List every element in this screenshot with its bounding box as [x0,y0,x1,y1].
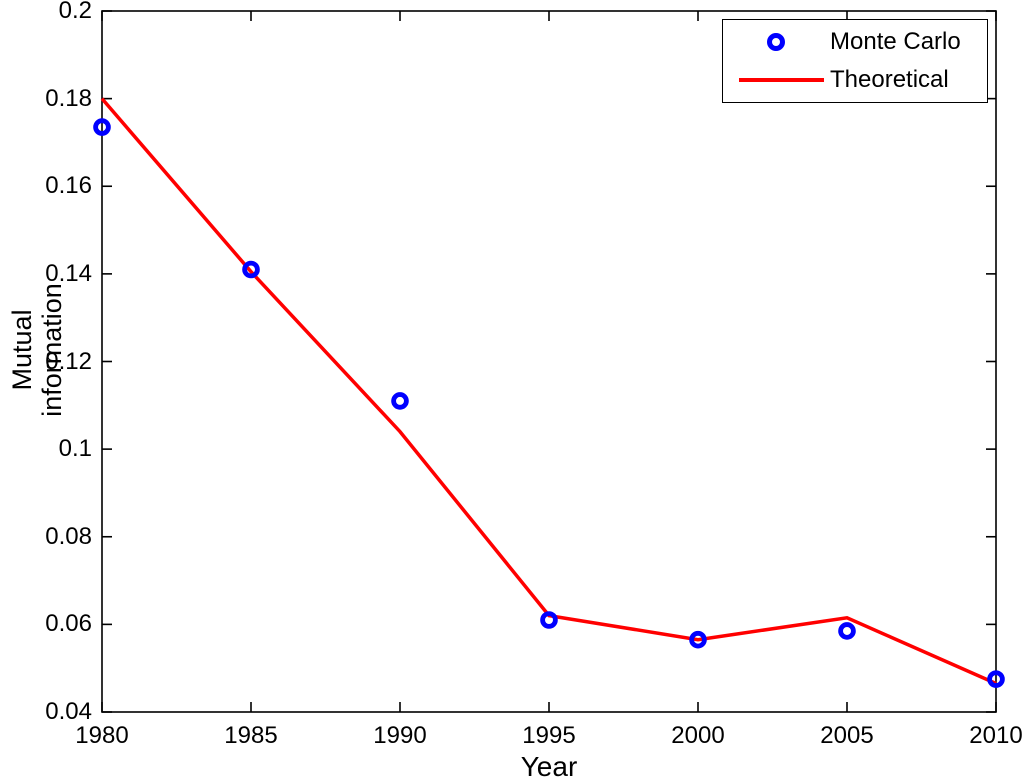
monte-carlo-marker [987,670,1005,688]
monte-carlo-marker [540,611,558,629]
monte-carlo-marker [391,392,409,410]
y-tick-label: 0.06 [45,610,92,638]
y-tick-label: 0.14 [45,259,92,287]
theoretical-line [100,97,997,686]
x-tick-label: 2010 [969,722,1023,749]
monte-carlo-marker [838,622,856,640]
x-tick-label: 1980 [75,722,129,749]
axes-frame [101,10,997,713]
line-marker-icon [739,78,824,82]
circle-marker-icon [767,33,785,51]
x-tick-label: 1995 [522,722,576,749]
legend-label-theoretical: Theoretical [830,66,949,93]
x-tick-label: 2005 [820,722,874,749]
x-tick-label: 1985 [224,722,278,749]
monte-carlo-marker [689,630,707,649]
y-tick-label: 0.2 [58,0,92,24]
x-tick-label: 1990 [373,722,427,749]
x-tick-label: 2000 [671,722,725,749]
monte-carlo-marker [93,118,111,136]
y-tick-label: 0.08 [45,522,92,550]
monte-carlo-marker [242,260,260,279]
y-tick-label: 0.18 [45,84,92,112]
y-tick-label: 0.1 [58,435,92,463]
legend: Monte Carlo Theoretical [722,19,988,103]
legend-label-monte-carlo: Monte Carlo [830,28,961,55]
y-tick-label: 0.12 [45,347,92,375]
y-tick-label: 0.16 [45,172,92,200]
x-axis-label: Year [520,751,578,781]
y-tick-label: 0.04 [45,698,92,725]
